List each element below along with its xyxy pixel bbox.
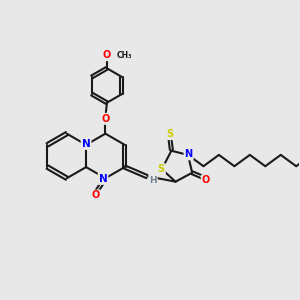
Text: S: S <box>166 129 173 139</box>
Text: N: N <box>82 139 91 149</box>
Text: O: O <box>92 190 100 200</box>
Text: N: N <box>99 174 107 184</box>
Text: O: O <box>101 114 110 124</box>
Text: O: O <box>202 176 210 185</box>
Text: H: H <box>149 176 157 185</box>
Text: O: O <box>102 50 110 60</box>
Text: N: N <box>184 149 193 159</box>
Text: CH₃: CH₃ <box>116 51 132 60</box>
Text: S: S <box>158 164 165 174</box>
